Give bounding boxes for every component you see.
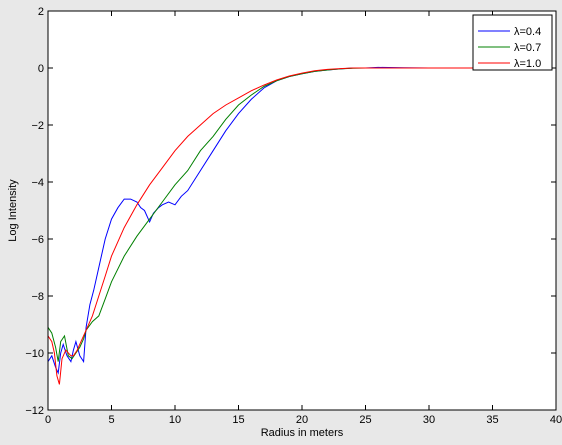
y-tick-label: −2 (31, 120, 44, 132)
x-tick-label: 0 (45, 414, 51, 426)
series-layer (47, 66, 556, 385)
x-tick-label: 5 (108, 414, 114, 426)
y-tick-label: −8 (31, 291, 44, 303)
x-tick-label: 25 (359, 414, 371, 426)
x-tick-label: 30 (423, 414, 435, 426)
y-tick-label: −10 (25, 348, 44, 360)
y-axis-label: Log Intensity (7, 179, 19, 242)
legend: λ=0.4 λ=0.7 λ=1.0 (472, 14, 553, 71)
y-tick-label: −12 (25, 405, 44, 417)
legend-label-3: λ=1.0 (514, 58, 541, 70)
x-tick-label: 40 (550, 414, 562, 426)
legend-box (472, 14, 553, 71)
series-line-3 (47, 67, 556, 385)
x-tick-label: 20 (296, 414, 308, 426)
x-tick-label: 10 (169, 414, 181, 426)
y-tick-label: −4 (31, 177, 44, 189)
x-tick-label: 15 (232, 414, 244, 426)
y-tick-label: 2 (38, 6, 44, 18)
legend-label-1: λ=0.4 (514, 26, 541, 38)
y-tick-label: −6 (31, 234, 44, 246)
x-tick-label: 35 (486, 414, 498, 426)
plot-area (48, 11, 556, 410)
legend-label-2: λ=0.7 (514, 42, 541, 54)
x-axis-label: Radius in meters (261, 427, 344, 439)
y-tick-label: 0 (38, 63, 44, 75)
